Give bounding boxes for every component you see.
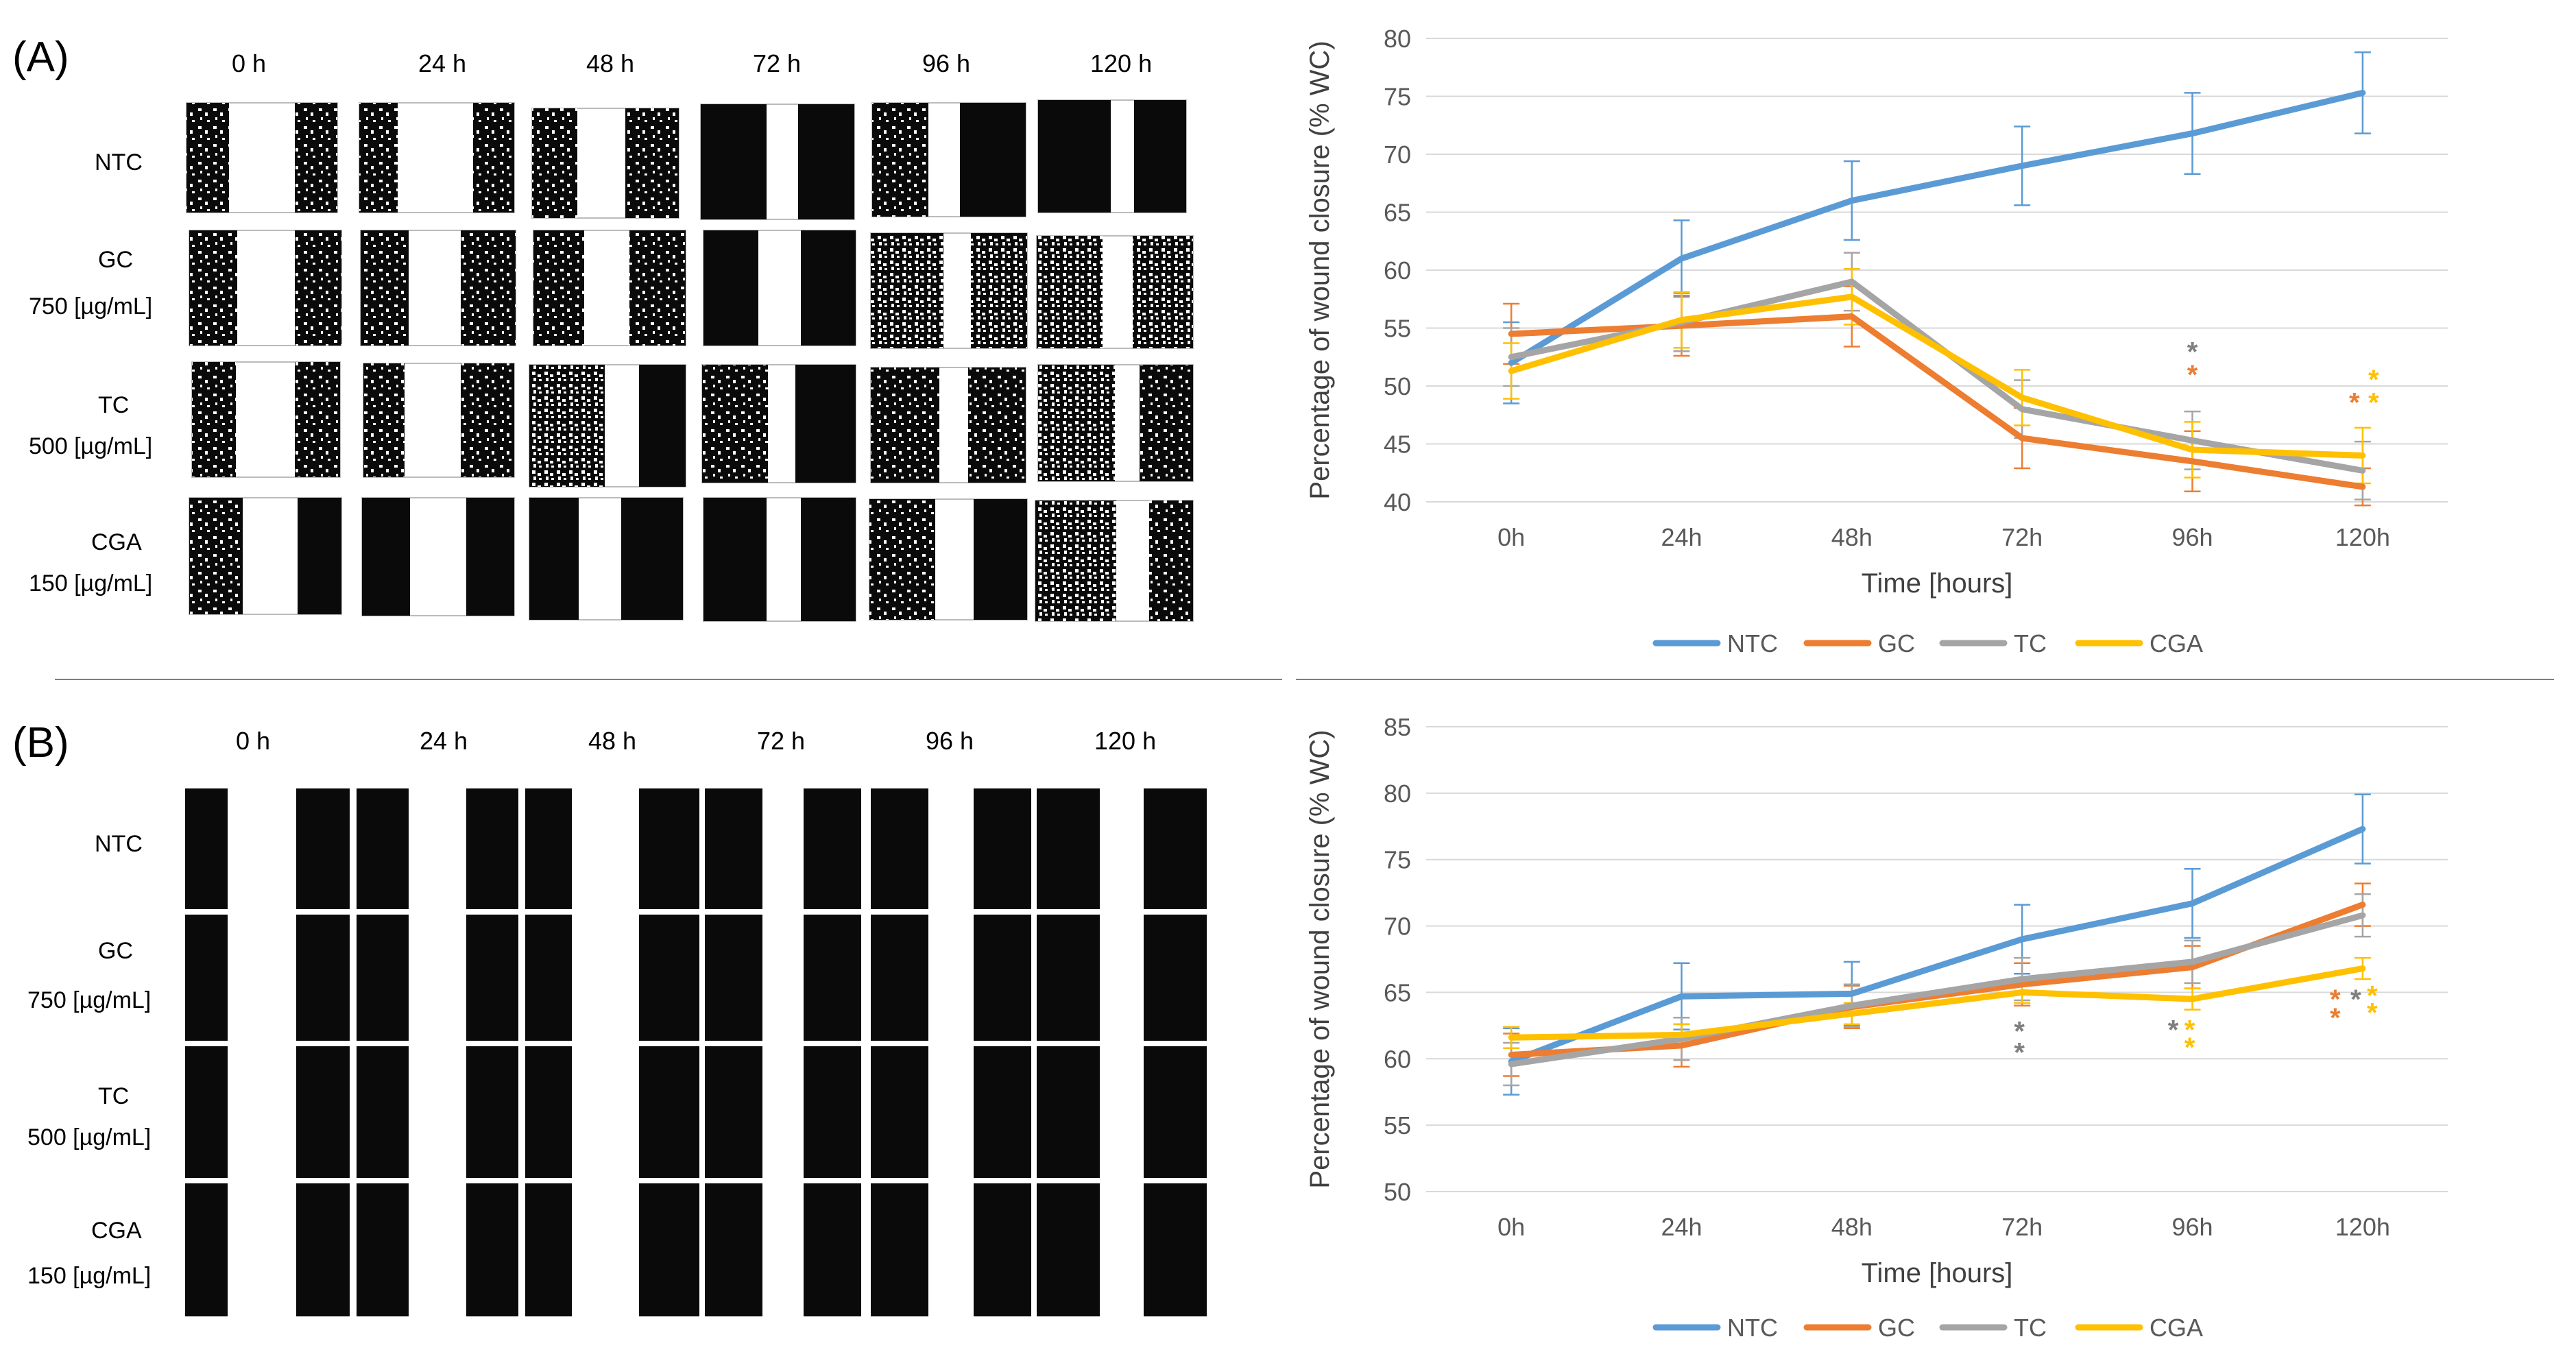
chart-a-xtick-0h: 0h bbox=[1497, 523, 1525, 551]
chart-a-series-line-cga bbox=[1508, 293, 2366, 459]
panel-b-row-cga-conc: 150 [µg/mL] bbox=[27, 1263, 152, 1289]
chart-a-significance-star-0: * bbox=[2187, 337, 2198, 367]
panel-b-row-cga-name: CGA bbox=[91, 1218, 142, 1244]
panel-divider-left bbox=[55, 679, 1282, 680]
chart-b-x-axis-title: Time [hours] bbox=[1862, 1258, 2013, 1288]
panel-a-row-tc-conc: 500 [µg/mL] bbox=[29, 433, 153, 459]
chart-a-xtick-96h: 96h bbox=[2171, 523, 2213, 551]
chart-a-significance-star-1: * bbox=[2187, 360, 2198, 390]
panel-b-row-tc-name: TC bbox=[98, 1083, 130, 1109]
panel-a-row-ntc-name: NTC bbox=[95, 149, 143, 176]
chart-b-legend-label-tc: TC bbox=[2014, 1314, 2047, 1342]
chart-a-ytick-45: 45 bbox=[1384, 431, 1411, 459]
chart-a-series-line-ntc bbox=[1508, 89, 2366, 366]
chart-b-ytick-70: 70 bbox=[1384, 913, 1411, 941]
chart-a-x-axis-title: Time [hours] bbox=[1862, 568, 2013, 599]
panel-b-strips bbox=[178, 788, 1207, 1316]
chart-b-series-line-cga bbox=[1508, 965, 2366, 1041]
chart-b-significance-star-1: * bbox=[2014, 1038, 2025, 1068]
chart-a-ytick-55: 55 bbox=[1384, 315, 1411, 343]
panel-b-row-ntc-name: NTC bbox=[95, 831, 143, 857]
chart-a-xtick-120h: 120h bbox=[2335, 523, 2390, 551]
chart-b-legend-label-gc: GC bbox=[1878, 1314, 1915, 1342]
chart-b-legend-label-cga: CGA bbox=[2150, 1314, 2203, 1342]
chart-b-xtick-120h: 120h bbox=[2335, 1213, 2390, 1241]
chart-b-significance-star-5: * bbox=[2330, 985, 2341, 1015]
chart-b-significance-star-4: * bbox=[2184, 1033, 2195, 1063]
chart-b-legend-label-ntc: NTC bbox=[1727, 1314, 1778, 1342]
chart-b-series-line-ntc bbox=[1508, 825, 2366, 1065]
panel-b-label: (B) bbox=[12, 719, 69, 767]
panel-b-header-3: 72 h bbox=[757, 727, 806, 755]
chart-a-ytick-40: 40 bbox=[1384, 488, 1411, 516]
chart-a-ytick-75: 75 bbox=[1384, 83, 1411, 111]
chart-a-xtick-24h: 24h bbox=[1661, 523, 1702, 551]
chart-b-significance-star-8: * bbox=[2330, 1003, 2341, 1033]
panel-b-row-gc-name: GC bbox=[98, 938, 133, 964]
panel-b-header-5: 120 h bbox=[1094, 727, 1157, 755]
chart-b-xtick-0h: 0h bbox=[1497, 1213, 1525, 1241]
panel-a-label: (A) bbox=[12, 34, 69, 81]
chart-a-xtick-48h: 48h bbox=[1831, 523, 1873, 551]
chart-b-ytick-75: 75 bbox=[1384, 846, 1411, 874]
chart-a-ytick-80: 80 bbox=[1384, 25, 1411, 53]
chart-a-significance-star-3: * bbox=[2349, 388, 2360, 418]
chart-b-ytick-55: 55 bbox=[1384, 1111, 1411, 1139]
chart-b-series-line-gc bbox=[1508, 902, 2366, 1058]
chart-b-significance-star-0: * bbox=[2014, 1017, 2025, 1047]
chart-b-xtick-24h: 24h bbox=[1661, 1213, 1702, 1241]
panel-b-wound-images bbox=[178, 788, 1207, 1316]
panel-a-row-cga-name: CGA bbox=[91, 529, 142, 555]
panel-a-row-cga-conc: 150 [µg/mL] bbox=[29, 570, 153, 596]
chart-b-ytick-80: 80 bbox=[1384, 780, 1411, 808]
chart-b-xtick-72h: 72h bbox=[2001, 1213, 2043, 1241]
panel-b-header-2: 48 h bbox=[588, 727, 637, 755]
chart-b-significance-star-9: * bbox=[2367, 998, 2378, 1028]
panel-a-row-gc-name: GC bbox=[98, 247, 133, 273]
panel-b-header-1: 24 h bbox=[420, 727, 468, 755]
chart-a-xtick-72h: 72h bbox=[2001, 523, 2043, 551]
chart-a-ytick-70: 70 bbox=[1384, 141, 1411, 169]
chart-b-series-line-tc bbox=[1508, 912, 2366, 1068]
chart-a-significance-star-4: * bbox=[2368, 388, 2379, 418]
chart-a-legend-label-ntc: NTC bbox=[1727, 629, 1778, 658]
panel-b-row-tc-conc: 500 [µg/mL] bbox=[27, 1124, 152, 1150]
chart-b-significance-star-7: * bbox=[2367, 980, 2378, 1011]
chart-b-ytick-85: 85 bbox=[1384, 713, 1411, 741]
chart-b-ytick-60: 60 bbox=[1384, 1045, 1411, 1073]
panel-a-header-4: 96 h bbox=[922, 49, 971, 77]
panel-a-header-2: 48 h bbox=[586, 49, 635, 77]
panel-b-row-gc-conc: 750 [µg/mL] bbox=[27, 987, 152, 1013]
chart-a-significance-star-2: * bbox=[2368, 365, 2379, 395]
chart-b-significance-star-3: * bbox=[2184, 1015, 2195, 1046]
panel-a-header-0: 0 h bbox=[232, 49, 267, 77]
panel-a-wound-images bbox=[186, 99, 1194, 622]
chart-b-ytick-65: 65 bbox=[1384, 978, 1411, 1006]
chart-a-ytick-65: 65 bbox=[1384, 199, 1411, 227]
chart-a-legend-label-cga: CGA bbox=[2150, 629, 2203, 658]
chart-a-y-axis-title: Percentage of wound closure (% WC) bbox=[1305, 40, 1335, 499]
chart-b-significance-star-6: * bbox=[2350, 985, 2361, 1015]
panel-a-header-5: 120 h bbox=[1090, 49, 1153, 77]
chart-b-significance-star-2: * bbox=[2168, 1015, 2179, 1046]
chart-b-y-axis-title: Percentage of wound closure (% WC) bbox=[1305, 729, 1335, 1188]
chart-b-xtick-96h: 96h bbox=[2171, 1213, 2213, 1241]
panel-a-header-3: 72 h bbox=[753, 49, 802, 77]
panel-divider-right bbox=[1296, 679, 2554, 680]
panel-b-header-0: 0 h bbox=[236, 727, 271, 755]
chart-a-legend-label-tc: TC bbox=[2014, 629, 2047, 658]
chart-b: 50 55 60 65 70 75 80 85 0h 24h 48h 72h 96h 120h Time [… bbox=[1305, 713, 2448, 1342]
chart-b-xtick-48h: 48h bbox=[1831, 1213, 1873, 1241]
chart-a-legend-label-gc: GC bbox=[1878, 629, 1915, 658]
chart-a: 40 45 50 55 60 65 70 75 80 0h 24h 48h 72h 96h 120h Time… bbox=[1305, 25, 2448, 658]
chart-b-ytick-50: 50 bbox=[1384, 1178, 1411, 1206]
panel-a-row-gc-conc: 750 [µg/mL] bbox=[29, 293, 153, 319]
panel-b-header-4: 96 h bbox=[926, 727, 974, 755]
chart-a-ytick-50: 50 bbox=[1384, 372, 1411, 400]
panel-a-header-1: 24 h bbox=[418, 49, 467, 77]
chart-a-ytick-60: 60 bbox=[1384, 256, 1411, 285]
panel-a-row-tc-name: TC bbox=[98, 392, 130, 418]
